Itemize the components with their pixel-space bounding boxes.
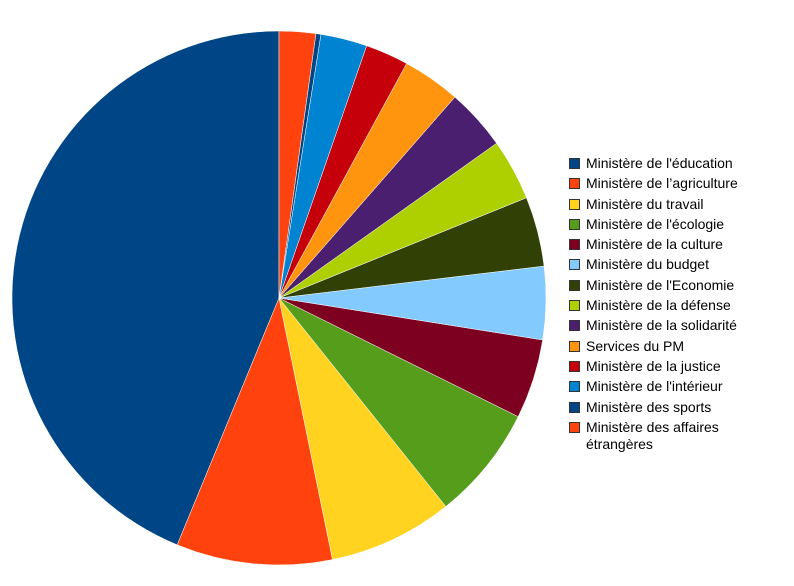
legend-item: Ministère de la justice xyxy=(569,358,769,375)
legend-swatch xyxy=(569,218,580,230)
legend-swatch xyxy=(569,421,580,433)
legend-swatch xyxy=(569,198,580,210)
legend-item: Ministère de l'écologie xyxy=(569,216,769,233)
pie-slice xyxy=(278,30,317,299)
legend-swatch xyxy=(569,300,580,312)
legend-label: Ministère des sports xyxy=(586,398,712,415)
legend-label: Ministère de la justice xyxy=(586,357,721,374)
pie-slice xyxy=(176,297,333,566)
legend-swatch xyxy=(569,401,580,413)
legend-item: Ministère de la culture xyxy=(569,236,769,253)
legend-swatch xyxy=(569,320,580,332)
legend-label: Ministère de l'éducation xyxy=(586,155,733,171)
legend-item: Services du PM xyxy=(569,338,769,355)
legend-label: Ministère de l'Economie xyxy=(586,276,735,293)
legend-item: Ministère du budget xyxy=(569,256,769,273)
legend-item: Ministère de l'éducation xyxy=(569,155,769,172)
legend-swatch xyxy=(569,178,580,190)
legend-item: Ministère des affaires étrangères xyxy=(569,419,769,453)
legend-label: Ministère du travail xyxy=(586,195,704,212)
legend-label: Ministère de l'intérieur xyxy=(586,378,723,395)
legend-label: Ministère de la solidarité xyxy=(586,317,737,334)
legend-item: Ministère de l’agriculture xyxy=(569,175,769,192)
legend-swatch xyxy=(569,381,580,393)
legend-label: Ministère de la défense xyxy=(586,297,731,314)
legend-item: Ministère de l'Economie xyxy=(569,277,769,294)
legend-item: Ministère des sports xyxy=(569,399,769,416)
legend-swatch xyxy=(569,340,580,352)
legend-label: Services du PM xyxy=(586,337,685,354)
legend-swatch xyxy=(569,360,580,372)
legend-item: Ministère de la défense xyxy=(569,297,769,314)
legend-label: Ministère du budget xyxy=(586,256,709,273)
pie-slice xyxy=(11,30,280,546)
legend-item: Ministère du travail xyxy=(569,196,769,213)
legend-swatch xyxy=(569,158,580,169)
pie-slice xyxy=(278,297,519,507)
legend-item: Ministère de l'intérieur xyxy=(569,378,769,395)
legend-label: Ministère de l'écologie xyxy=(586,215,725,232)
legend-label: Ministère de l’agriculture xyxy=(586,175,738,192)
legend-label: Ministère des affaires étrangères xyxy=(586,418,719,452)
legend-swatch xyxy=(569,259,580,271)
legend-swatch xyxy=(569,239,580,251)
pie-slice xyxy=(278,297,447,560)
legend-item: Ministère de la solidarité xyxy=(569,317,769,334)
legend: Ministère de l'éducation Ministère de l’a… xyxy=(569,155,769,456)
legend-swatch xyxy=(569,279,580,291)
legend-label: Ministère de la culture xyxy=(586,236,723,253)
